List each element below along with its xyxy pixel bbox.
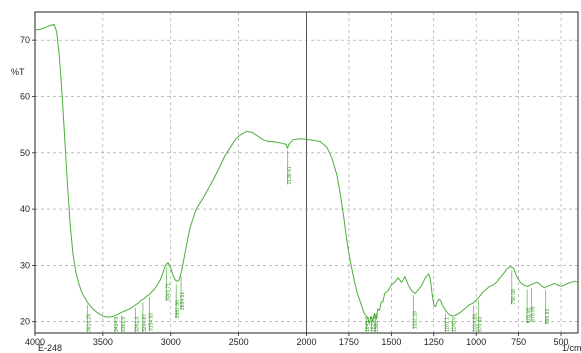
x-tick-label: 4000 bbox=[25, 337, 45, 347]
x-tick-label: 1250 bbox=[424, 337, 444, 347]
x-tick-label: 1750 bbox=[339, 337, 359, 347]
peak-label: 675.95 bbox=[530, 306, 536, 322]
spectrum-line bbox=[34, 23, 579, 324]
y-tick-label: 70 bbox=[20, 35, 30, 45]
y-tick-label: 30 bbox=[20, 260, 30, 270]
peak-label: 2138.41 bbox=[287, 166, 293, 184]
x-tick-label: 1500 bbox=[381, 337, 401, 347]
peak-label: 676.18 bbox=[526, 308, 532, 324]
y-tick-label: 50 bbox=[20, 148, 30, 158]
sample-footer-label: E-248 bbox=[38, 343, 62, 353]
y-axis-ticks: 20 30 40 50 60 70 bbox=[20, 35, 35, 327]
peak-label: 1322.18 bbox=[412, 311, 418, 329]
x-axis-ticks: 4000 3500 3000 2500 2000 1750 1500 1250 1000 750 5… bbox=[25, 333, 569, 347]
peak-label: 1140.4 bbox=[451, 317, 457, 332]
peak-label: 3001.71 bbox=[166, 283, 172, 301]
x-tick-label: 750 bbox=[511, 337, 526, 347]
peak-label: 2957.90 bbox=[175, 300, 181, 318]
peak-label: 1620.0 bbox=[370, 316, 376, 332]
peak-label: 1161.1 bbox=[445, 317, 451, 332]
peak-label: 3414.3 bbox=[114, 316, 120, 332]
peak-label: 596.93 bbox=[545, 309, 551, 325]
x-tick-label: 2500 bbox=[229, 337, 249, 347]
y-axis-label: %T bbox=[11, 67, 25, 77]
peak-label: 1014.59 bbox=[473, 314, 479, 332]
x-tick-label: 1000 bbox=[466, 337, 486, 347]
peak-label: 970.40 bbox=[478, 316, 484, 332]
peak-label: 3361.0 bbox=[121, 316, 127, 332]
peak-annotations: 3614.25 3414.3 3361.0 3261.0 3204.87 3154.93 3… bbox=[86, 150, 551, 332]
peak-label: 3154.93 bbox=[149, 313, 155, 331]
x-tick-label: 3500 bbox=[93, 337, 113, 347]
x-tick-label: 500 bbox=[554, 337, 569, 347]
peak-label: 756.08 bbox=[511, 289, 517, 305]
peak-label: 3261.0 bbox=[134, 316, 140, 332]
x-axis-unit-label: 1/cm bbox=[562, 343, 581, 353]
x-tick-label: 3000 bbox=[161, 337, 181, 347]
spectrum-traces bbox=[34, 23, 579, 324]
peak-label: 1645.3 bbox=[365, 316, 371, 332]
peak-label: 3614.25 bbox=[86, 314, 92, 332]
peak-label: 2854.91 bbox=[180, 292, 186, 310]
gridlines bbox=[34, 12, 578, 333]
peak-label: 1560.43 bbox=[374, 314, 380, 332]
y-tick-label: 40 bbox=[20, 204, 30, 214]
y-tick-label: 20 bbox=[20, 317, 30, 327]
y-tick-label: 60 bbox=[20, 91, 30, 101]
x-tick-label: 2000 bbox=[296, 337, 316, 347]
peak-label: 3204.87 bbox=[142, 314, 148, 332]
